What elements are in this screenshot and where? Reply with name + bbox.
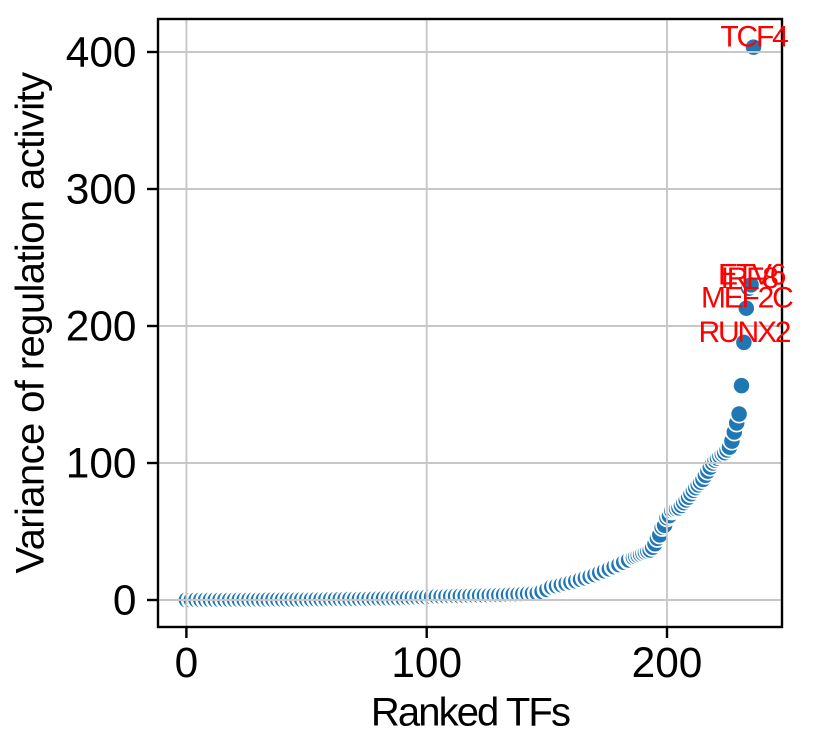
svg-text:TCF4: TCF4 [720, 21, 788, 54]
svg-text:100: 100 [391, 639, 462, 686]
svg-text:200: 200 [66, 303, 137, 350]
svg-text:Variance of regulation activit: Variance of regulation activity [9, 72, 53, 574]
svg-text:ETV6: ETV6 [718, 258, 786, 291]
svg-text:MEF2C: MEF2C [701, 282, 793, 315]
svg-text:200: 200 [632, 639, 703, 686]
svg-text:100: 100 [66, 440, 137, 487]
svg-text:IRF8: IRF8 [721, 262, 779, 295]
svg-text:0: 0 [113, 577, 137, 624]
svg-text:Ranked TFs: Ranked TFs [371, 690, 570, 734]
svg-text:RUNX2: RUNX2 [699, 316, 791, 349]
svg-text:300: 300 [66, 166, 137, 213]
svg-text:400: 400 [66, 29, 137, 76]
svg-text:0: 0 [175, 639, 199, 686]
